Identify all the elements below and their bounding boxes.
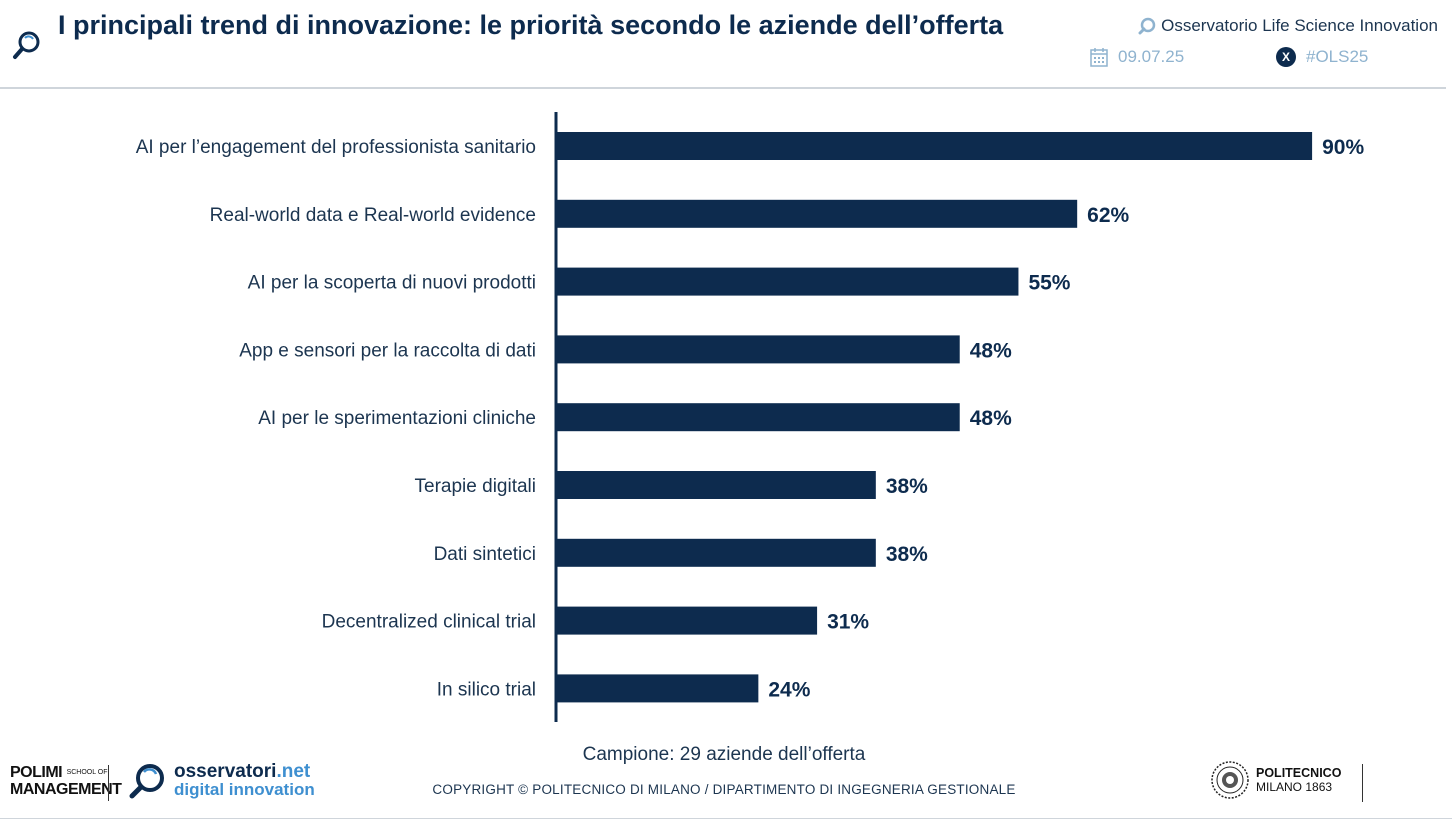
calendar-icon: [1090, 48, 1108, 67]
value-label: 38%: [886, 543, 928, 566]
bar-2: [557, 267, 1019, 296]
category-label: Dati sintetici: [434, 544, 536, 565]
bars-layer: AI per l’engagement del professionista s…: [136, 132, 1364, 703]
bar-0: [557, 132, 1313, 160]
value-label: 48%: [970, 339, 1012, 362]
footer-divider: [1362, 764, 1363, 802]
category-label: Terapie digitali: [415, 476, 536, 497]
bar-6: [557, 538, 876, 567]
bar-8: [557, 674, 759, 703]
bar-7: [557, 606, 818, 635]
event-date: 09.07.25: [1118, 47, 1185, 66]
osservatori-name: osservatori: [174, 761, 277, 782]
value-label: 90%: [1322, 136, 1364, 159]
hashtag-line: X #OLS25: [1276, 47, 1368, 67]
bar-1: [557, 199, 1078, 228]
value-label: 31%: [827, 611, 869, 634]
date-line: 09.07.25: [1090, 47, 1184, 67]
observatory-name: Osservatorio Life Science Innovation: [1161, 16, 1438, 35]
value-label: 55%: [1028, 272, 1070, 295]
bar-4: [557, 403, 960, 432]
sample-note: Campione: 29 aziende dell’offerta: [582, 744, 866, 765]
search-icon: [129, 764, 164, 799]
politecnico-logo: POLITECNICO MILANO 1863: [1210, 760, 1341, 800]
polimi-logo: POLIMI SCHOOL OF MANAGEMENT: [10, 764, 122, 798]
observatory-line: Osservatorio Life Science Innovation: [1138, 16, 1438, 36]
category-label: In silico trial: [437, 679, 536, 700]
bar-5: [557, 471, 876, 499]
bottom-divider: [0, 818, 1452, 819]
category-label: Decentralized clinical trial: [322, 612, 536, 633]
search-icon: [1138, 17, 1156, 35]
osservatori-logo: osservatori.net digital innovation: [128, 762, 315, 800]
seal-icon: [1211, 761, 1249, 799]
polimi-text: POLIMI: [10, 764, 63, 781]
x-logo-icon[interactable]: X: [1276, 47, 1296, 67]
hashtag[interactable]: #OLS25: [1306, 47, 1369, 66]
copyright-text: COPYRIGHT © POLITECNICO DI MILANO / DIPA…: [432, 782, 1016, 797]
bar-3: [557, 335, 960, 364]
value-label: 38%: [886, 475, 928, 498]
header-divider: [0, 87, 1446, 89]
osservatori-subtitle: digital innovation: [174, 780, 315, 799]
politecnico-name: POLITECNICO: [1256, 766, 1342, 780]
polimi-school-text: SCHOOL OF: [66, 769, 108, 776]
bar-chart: AI per l’engagement del professionista s…: [136, 112, 1364, 722]
value-label: 62%: [1087, 204, 1129, 227]
category-label: Real-world data e Real-world evidence: [210, 205, 536, 226]
politecnico-city: MILANO 1863: [1256, 780, 1333, 794]
value-label: 48%: [970, 407, 1012, 430]
polimi-management-text: MANAGEMENT: [10, 781, 122, 798]
footer-divider: [108, 765, 109, 801]
category-label: AI per le sperimentazioni cliniche: [258, 408, 536, 429]
category-label: AI per l’engagement del professionista s…: [136, 137, 536, 158]
page-title: I principali trend di innovazione: le pr…: [58, 10, 1004, 40]
category-label: App e sensori per la raccolta di dati: [239, 340, 536, 361]
search-icon: [13, 31, 40, 59]
header-meta: Osservatorio Life Science Innovation 09.…: [1058, 16, 1438, 76]
value-label: 24%: [768, 678, 810, 701]
osservatori-tld: .net: [276, 761, 311, 782]
category-label: AI per la scoperta di nuovi prodotti: [248, 273, 536, 294]
